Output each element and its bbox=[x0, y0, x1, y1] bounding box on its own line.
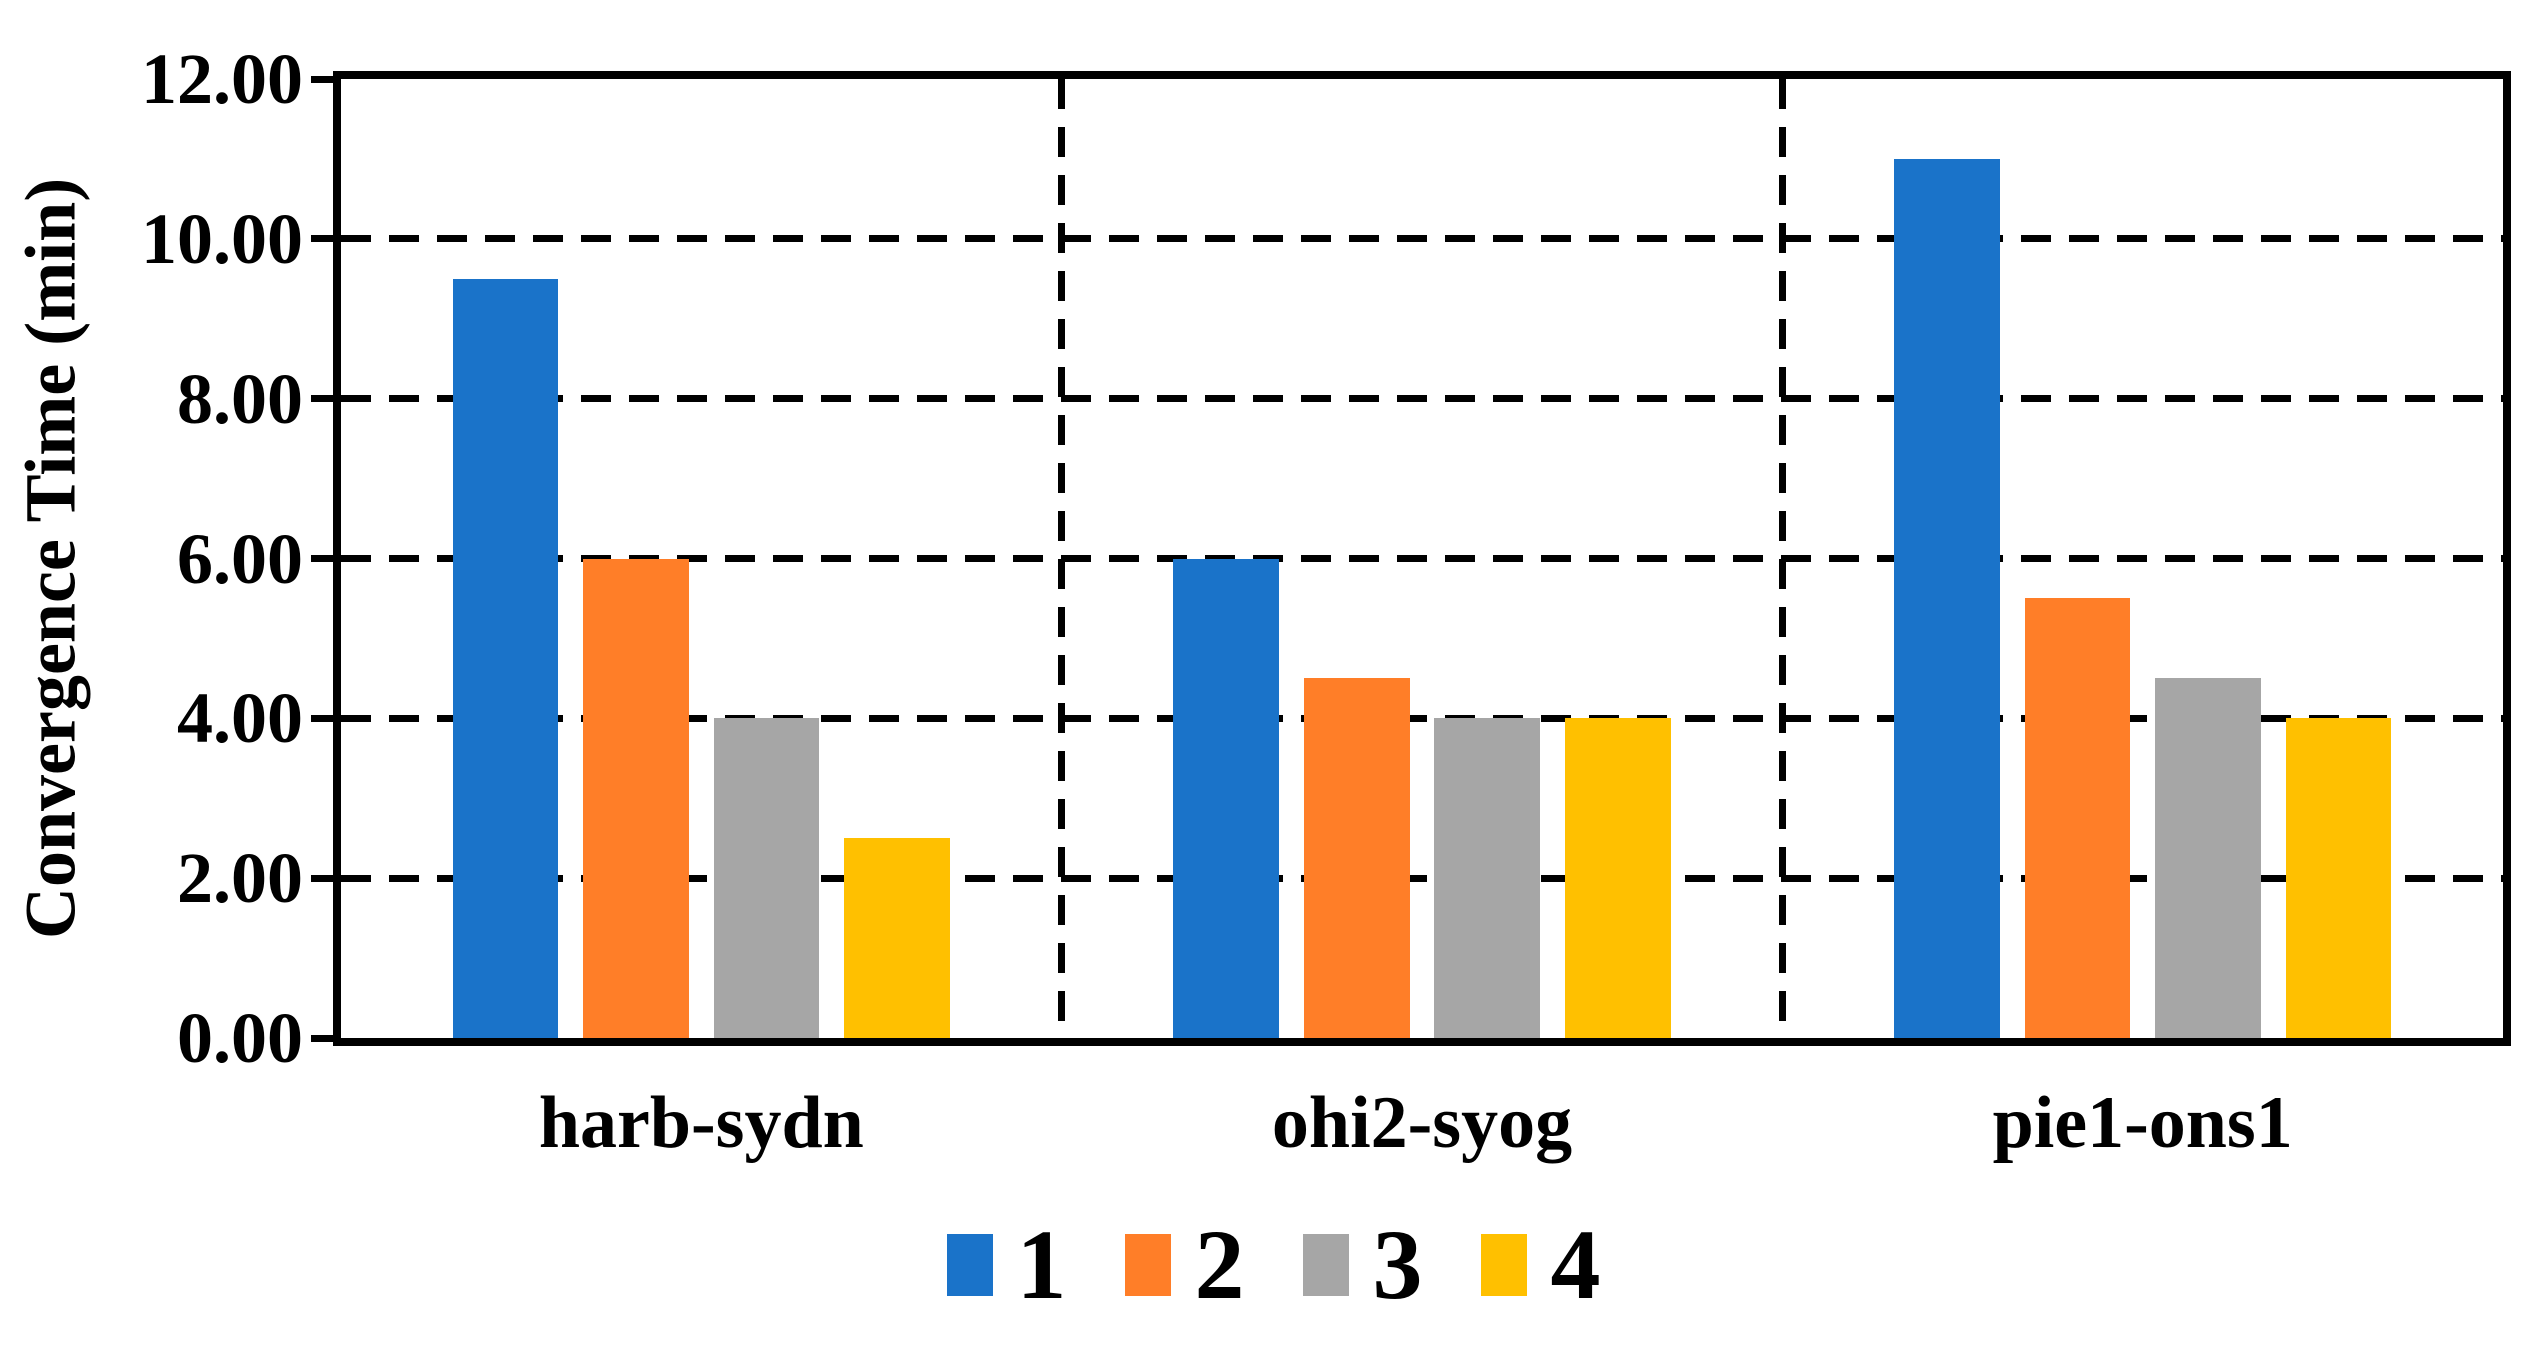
x-category-label-ohi2-syog: ohi2-syog bbox=[1271, 1082, 1573, 1164]
y-tick-label-8.00: 8.00 bbox=[177, 358, 303, 439]
x-category-label-harb-sydn: harb-sydn bbox=[538, 1082, 864, 1164]
y-tick-mark-6.00 bbox=[311, 555, 333, 562]
bar-pie1-ons1-series-4 bbox=[2285, 718, 2392, 1038]
y-tick-label-2.00: 2.00 bbox=[177, 838, 303, 919]
legend-item-2: 2 bbox=[1124, 1209, 1245, 1320]
y-tick-label-4.00: 4.00 bbox=[177, 678, 303, 759]
bar-ohi2-syog-series-4 bbox=[1565, 718, 1671, 1038]
bar-ohi2-syog-series-3 bbox=[1434, 718, 1541, 1038]
bar-ohi2-syog-series-2 bbox=[1303, 678, 1410, 1038]
bar-pie1-ons1-series-1 bbox=[1893, 158, 2000, 1038]
bar-harb-sydn-series-1 bbox=[452, 278, 559, 1038]
y-tick-mark-0.00 bbox=[311, 1034, 333, 1042]
plot-area bbox=[333, 71, 2511, 1046]
gridline-y-8 bbox=[341, 395, 2503, 403]
y-tick-mark-8.00 bbox=[311, 395, 333, 403]
y-tick-label-0.00: 0.00 bbox=[177, 998, 303, 1078]
gridline-y-6 bbox=[341, 555, 2503, 562]
legend-label-4: 4 bbox=[1550, 1209, 1601, 1320]
legend-swatch-1 bbox=[946, 1234, 993, 1296]
y-tick-label-10.00: 10.00 bbox=[141, 198, 303, 279]
legend: 1 2 3 4 bbox=[0, 1190, 2547, 1340]
y-tick-mark-2.00 bbox=[311, 874, 333, 882]
legend-item-4: 4 bbox=[1480, 1209, 1601, 1320]
legend-label-3: 3 bbox=[1372, 1209, 1423, 1320]
category-separator-1 bbox=[1058, 79, 1066, 1038]
bar-ohi2-syog-series-1 bbox=[1173, 558, 1279, 1038]
legend-swatch-2 bbox=[1124, 1234, 1171, 1296]
legend-item-1: 1 bbox=[946, 1209, 1067, 1320]
legend-swatch-3 bbox=[1302, 1234, 1349, 1296]
gridline-y-4 bbox=[341, 714, 2503, 722]
legend-item-3: 3 bbox=[1302, 1209, 1423, 1320]
gridline-y-10 bbox=[341, 235, 2503, 243]
y-tick-mark-4.00 bbox=[311, 714, 333, 722]
legend-swatch-4 bbox=[1480, 1234, 1527, 1296]
y-tick-label-6.00: 6.00 bbox=[177, 518, 303, 599]
bar-harb-sydn-series-2 bbox=[583, 558, 689, 1038]
bar-harb-sydn-series-3 bbox=[713, 718, 820, 1038]
bar-pie1-ons1-series-3 bbox=[2155, 678, 2261, 1038]
y-tick-mark-12.00 bbox=[311, 75, 333, 83]
gridline-y-2 bbox=[341, 874, 2503, 882]
category-separator-2 bbox=[1778, 79, 1786, 1038]
y-tick-mark-10.00 bbox=[311, 235, 333, 243]
legend-label-2: 2 bbox=[1194, 1209, 1245, 1320]
y-tick-label-12.00: 12.00 bbox=[141, 39, 303, 119]
bar-pie1-ons1-series-2 bbox=[2024, 598, 2131, 1038]
x-category-label-pie1-ons1: pie1-ons1 bbox=[1992, 1082, 2293, 1164]
legend-label-1: 1 bbox=[1016, 1209, 1067, 1320]
bar-harb-sydn-series-4 bbox=[844, 838, 951, 1038]
